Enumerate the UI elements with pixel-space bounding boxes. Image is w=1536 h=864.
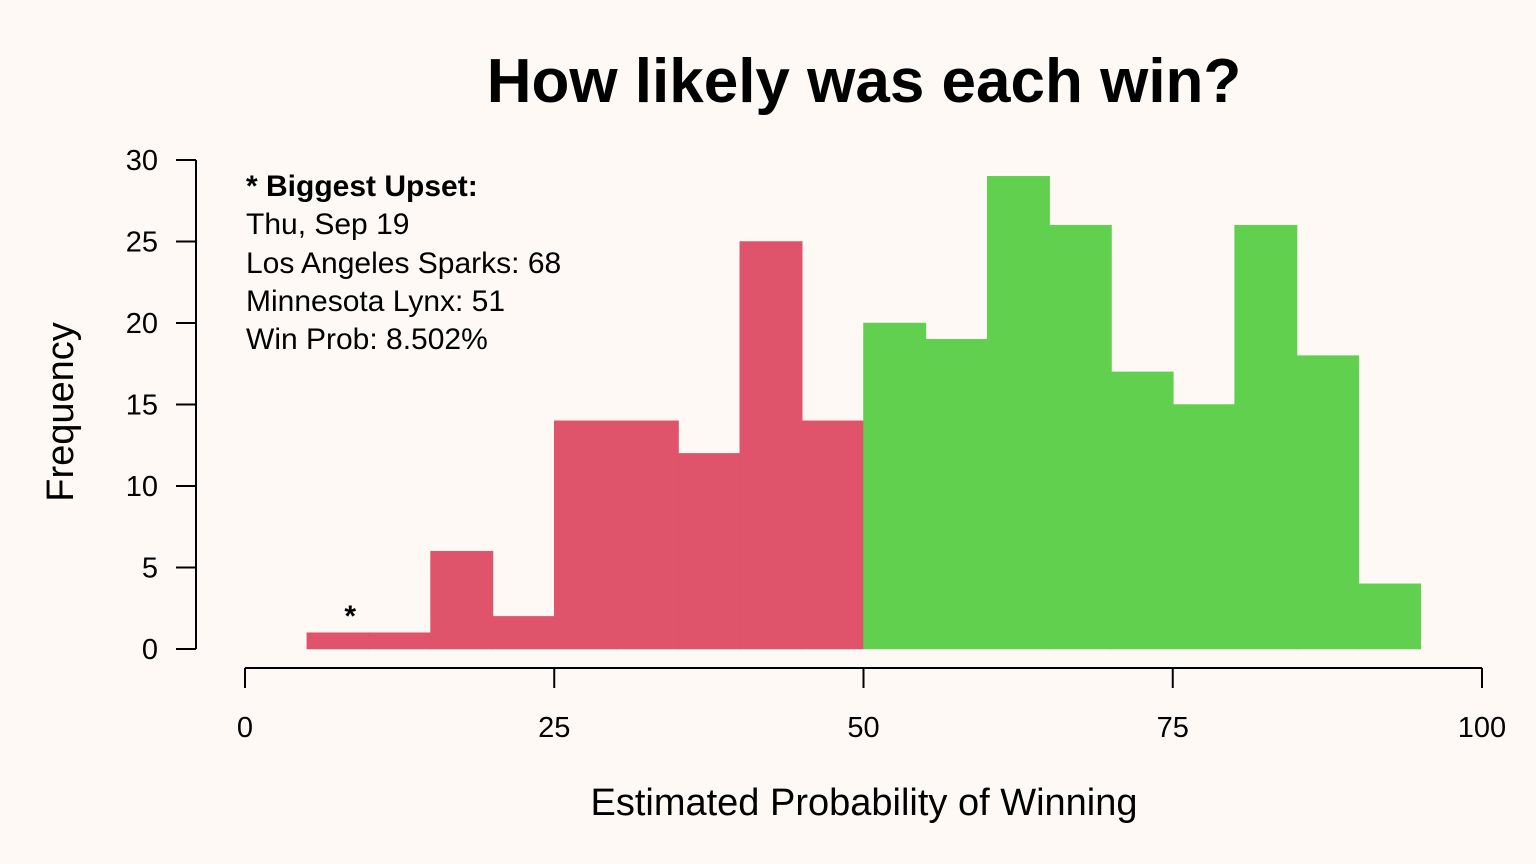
y-tick-label: 20 (126, 308, 158, 340)
histogram-bar (801, 420, 865, 650)
x-tick-label: 100 (1458, 712, 1506, 744)
annotation-team-1: Los Angeles Sparks: 68 (246, 247, 561, 280)
upset-marker: * (344, 600, 356, 633)
x-tick-label: 75 (1157, 712, 1189, 744)
histogram-bar (1234, 224, 1298, 650)
histogram-bar (1358, 583, 1422, 650)
histogram-bar (554, 420, 617, 650)
histogram-bar (306, 632, 370, 650)
x-axis-label: Estimated Probability of Winning (590, 782, 1137, 824)
x-axis-ticks: 0 25 50 75 100 (237, 668, 1506, 744)
histogram-bars (306, 176, 1422, 650)
histogram-bar (863, 322, 927, 650)
annotation-heading: * Biggest Upset: (246, 170, 478, 203)
histogram-bar (1110, 371, 1174, 650)
annotation-date: Thu, Sep 19 (246, 208, 409, 241)
x-tick-label: 50 (847, 712, 879, 744)
y-axis: 0 5 10 15 20 25 30 (126, 145, 197, 666)
annotation-team-2: Minnesota Lynx: 51 (246, 285, 505, 318)
y-tick-label: 10 (126, 471, 158, 503)
y-tick-label: 0 (142, 634, 158, 666)
histogram-bar (739, 241, 803, 650)
y-axis-label: Frequency (40, 322, 82, 502)
y-tick-label: 30 (126, 145, 158, 177)
histogram-bar (986, 176, 1050, 650)
x-tick-label: 0 (237, 712, 253, 744)
histogram-bar (1296, 355, 1360, 650)
histogram-bar (368, 632, 432, 650)
histogram-bar (1048, 224, 1112, 650)
histogram-bar (430, 550, 494, 650)
y-axis-ticks: 0 5 10 15 20 25 30 (126, 145, 196, 666)
upset-annotation: * Biggest Upset: Thu, Sep 19 Los Angeles… (246, 170, 561, 356)
annotation-win-prob: Win Prob: 8.502% (246, 323, 488, 356)
histogram-bar (677, 453, 741, 650)
y-tick-label: 25 (126, 227, 158, 259)
histogram-bar (492, 616, 556, 650)
x-tick-label: 25 (538, 712, 570, 744)
y-tick-label: 5 (142, 553, 158, 585)
histogram-bar (925, 339, 989, 650)
chart-title: How likely was each win? (487, 47, 1242, 116)
y-tick-label: 15 (126, 390, 158, 422)
x-axis: 0 25 50 75 100 (237, 667, 1506, 744)
histogram-bar (615, 420, 679, 650)
histogram-bar (1172, 404, 1236, 650)
